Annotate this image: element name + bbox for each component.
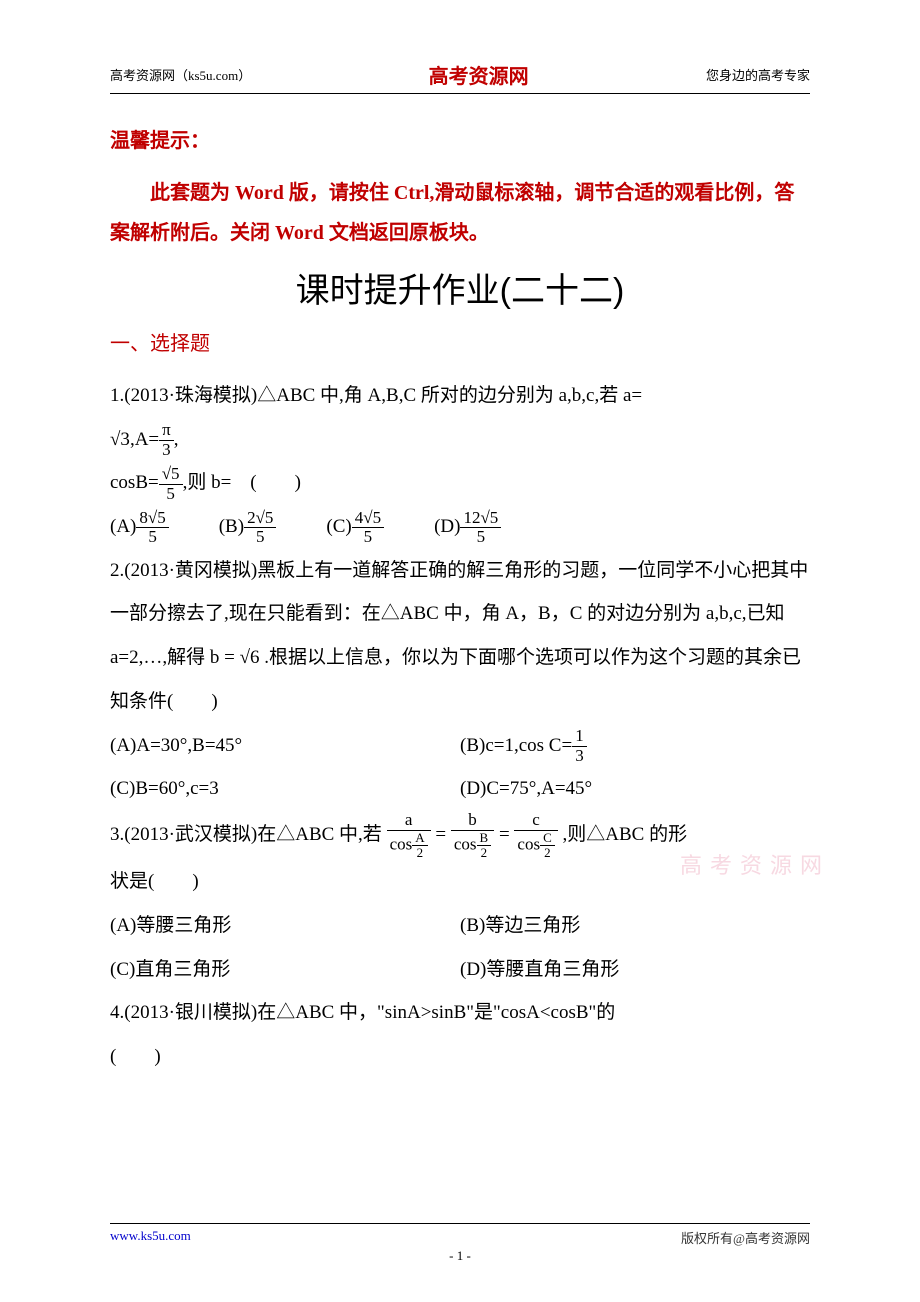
q2-options-row2: (C)B=60°,c=3 (D)C=75°,A=45° xyxy=(110,767,810,811)
q2-text: 2.(2013·黄冈模拟)黑板上有一道解答正确的解三角形的习题，一位同学不小心把… xyxy=(110,549,810,724)
q3-options-row1: (A)等腰三角形 (B)等边三角形 xyxy=(110,904,810,948)
q1-optB-label: (B) xyxy=(219,516,244,537)
footer-url: www.ks5u.com xyxy=(110,1228,191,1247)
q1-optC-frac: 4√55 xyxy=(352,509,384,547)
q1-text: , xyxy=(174,429,179,450)
q3-optB: (B)等边三角形 xyxy=(460,904,810,948)
q3-optC: (C)直角三角形 xyxy=(110,948,460,992)
q1-optC-label: (C) xyxy=(326,516,351,537)
main-title: 课时提升作业(二十二) xyxy=(110,263,810,312)
tip-body: 此套题为 Word 版，请按住 Ctrl,滑动鼠标滚轴，调节合适的观看比例，答案… xyxy=(110,173,810,253)
q1-frac-pi3: π3 xyxy=(159,421,174,459)
q3-optA: (A)等腰三角形 xyxy=(110,904,460,948)
page-footer: www.ks5u.com 版权所有@高考资源网 xyxy=(110,1223,810,1247)
q1-sqrt3: √3 xyxy=(110,429,130,450)
q1-optA-frac: 8√55 xyxy=(136,509,168,547)
q1-optB-frac: 2√55 xyxy=(244,509,276,547)
header-left: 高考资源网（ks5u.com） xyxy=(110,65,251,84)
q1-optD-frac: 12√55 xyxy=(460,509,501,547)
header-right: 您身边的高考专家 xyxy=(706,65,810,84)
q3-suffix: ,则△ABC 的形 xyxy=(563,824,688,845)
q3-frac-b: b cosB2 xyxy=(451,811,494,860)
question-3: 3.(2013·武汉模拟)在△ABC 中,若 a cosA2 = b cosB2… xyxy=(110,811,810,991)
q3-optD: (D)等腰直角三角形 xyxy=(460,948,810,992)
q1-text: ,则 b= ( ) xyxy=(183,472,301,493)
q1-text: cosB= xyxy=(110,472,159,493)
tip-title: 温馨提示： xyxy=(110,124,810,153)
q2-optA: (A)A=30°,B=45° xyxy=(110,724,460,768)
q1-text: 1.(2013·珠海模拟)△ABC 中,角 A,B,C 所对的边分别为 a,b,… xyxy=(110,385,642,406)
section-title: 一、选择题 xyxy=(110,327,810,356)
q4-line2: ( ) xyxy=(110,1035,810,1079)
page-header: 高考资源网（ks5u.com） 高考资源网 您身边的高考专家 xyxy=(110,60,810,94)
question-1: 1.(2013·珠海模拟)△ABC 中,角 A,B,C 所对的边分别为 a,b,… xyxy=(110,374,810,549)
q1-frac-cosb: √55 xyxy=(159,465,183,503)
q1-optA-label: (A) xyxy=(110,516,136,537)
q1-text: ,A= xyxy=(130,429,159,450)
header-center-logo: 高考资源网 xyxy=(429,60,529,89)
q3-options-row2: (C)直角三角形 (D)等腰直角三角形 xyxy=(110,948,810,992)
q4-line1: 4.(2013·银川模拟)在△ABC 中，"sinA>sinB"是"cosA<c… xyxy=(110,991,810,1035)
q2-options-row1: (A)A=30°,B=45° (B)c=1,cos C=13 xyxy=(110,724,810,768)
question-2: 2.(2013·黄冈模拟)黑板上有一道解答正确的解三角形的习题，一位同学不小心把… xyxy=(110,549,810,811)
q1-optD-label: (D) xyxy=(434,516,460,537)
q3-prefix: 3.(2013·武汉模拟)在△ABC 中,若 xyxy=(110,824,382,845)
q1-options: (A)8√55 (B)2√55 (C)4√55 (D)12√55 xyxy=(110,505,810,549)
q2-optC: (C)B=60°,c=3 xyxy=(110,767,460,811)
q2-optD: (D)C=75°,A=45° xyxy=(460,767,810,811)
q3-line2: 状是( ) xyxy=(110,860,810,904)
question-4: 4.(2013·银川模拟)在△ABC 中，"sinA>sinB"是"cosA<c… xyxy=(110,991,810,1078)
q3-frac-a: a cosA2 xyxy=(387,811,431,860)
footer-copyright: 版权所有@高考资源网 xyxy=(681,1228,810,1247)
q3-frac-c: c cosC2 xyxy=(514,811,557,860)
q2-optB-frac: 13 xyxy=(572,727,587,765)
footer-page-number: - 1 - xyxy=(0,1248,920,1264)
q2-optB-prefix: (B)c=1,cos C= xyxy=(460,735,572,756)
